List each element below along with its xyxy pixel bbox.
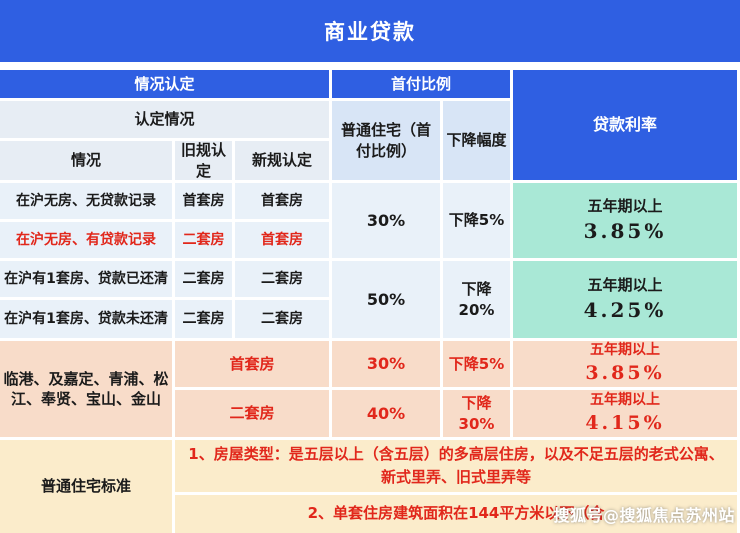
suburb-drop: 下降5% <box>443 341 510 387</box>
row-old: 二套房 <box>175 261 232 297</box>
suburb-type: 二套房 <box>175 390 329 437</box>
suburb-ratio: 40% <box>332 390 440 437</box>
suburb-ratio: 30% <box>332 341 440 387</box>
row-old: 首套房 <box>175 183 232 219</box>
suburb-rate-cell: 五年期以上 3.85% <box>513 341 737 387</box>
rate-term: 五年期以上 <box>590 342 660 359</box>
drop-cell: 下降5% <box>443 183 510 258</box>
suburb-areas: 临港、及嘉定、青浦、松江、奉贤、宝山、金山 <box>0 341 172 437</box>
loan-table: 情况认定 首付比例 贷款利率 认定情况 普通住宅（首付比例） 下降幅度 情况 旧… <box>0 70 740 533</box>
row-new: 首套房 <box>235 183 329 219</box>
watermark: 搜狐号@搜狐焦点苏州站 <box>553 506 735 525</box>
rate-term: 五年期以上 <box>587 276 663 295</box>
row-case: 在沪无房、有贷款记录 <box>0 222 172 258</box>
standard-note-1: 1、房屋类型：是五层以上（含五层）的多高层住房，以及不足五层的老式公寓、新式里弄… <box>175 440 737 492</box>
row-case: 在沪无房、无贷款记录 <box>0 183 172 219</box>
row-new: 二套房 <box>235 300 329 338</box>
header-situation: 情况认定 <box>0 70 329 98</box>
suburb-rate-cell: 五年期以上 4.15% <box>513 390 737 437</box>
row-old: 二套房 <box>175 300 232 338</box>
rate-value: 3.85% <box>585 362 665 385</box>
header-old-rule: 旧规认定 <box>175 141 232 180</box>
ratio-cell: 30% <box>332 183 440 258</box>
header-drop: 下降幅度 <box>443 101 510 180</box>
header-down-payment: 首付比例 <box>332 70 510 98</box>
suburb-drop: 下降30% <box>443 390 510 437</box>
standard-note-2: 2、单套住房建筑面积在144平方米以下（含 <box>175 495 737 533</box>
row-new: 二套房 <box>235 261 329 297</box>
standard-label: 普通住宅标准 <box>0 440 172 533</box>
rate-value: 3.85% <box>583 218 667 243</box>
header-case: 情况 <box>0 141 172 180</box>
ratio-cell: 50% <box>332 261 440 338</box>
drop-cell: 下降20% <box>443 261 510 338</box>
page-title: 商业贷款 <box>0 0 740 62</box>
header-recognition: 认定情况 <box>0 101 329 138</box>
header-loan-rate: 贷款利率 <box>513 70 737 180</box>
row-case: 在沪有1套房、贷款未还清 <box>0 300 172 338</box>
row-case: 在沪有1套房、贷款已还清 <box>0 261 172 297</box>
rate-value: 4.15% <box>585 411 665 434</box>
suburb-type: 首套房 <box>175 341 329 387</box>
rate-term: 五年期以上 <box>590 391 660 408</box>
rate-cell: 五年期以上 3.85% <box>513 183 737 258</box>
header-normal-house: 普通住宅（首付比例） <box>332 101 440 180</box>
rate-term: 五年期以上 <box>587 197 663 216</box>
row-old: 二套房 <box>175 222 232 258</box>
row-new: 首套房 <box>235 222 329 258</box>
header-new-rule: 新规认定 <box>235 141 329 180</box>
rate-value: 4.25% <box>583 297 667 322</box>
rate-cell: 五年期以上 4.25% <box>513 261 737 338</box>
